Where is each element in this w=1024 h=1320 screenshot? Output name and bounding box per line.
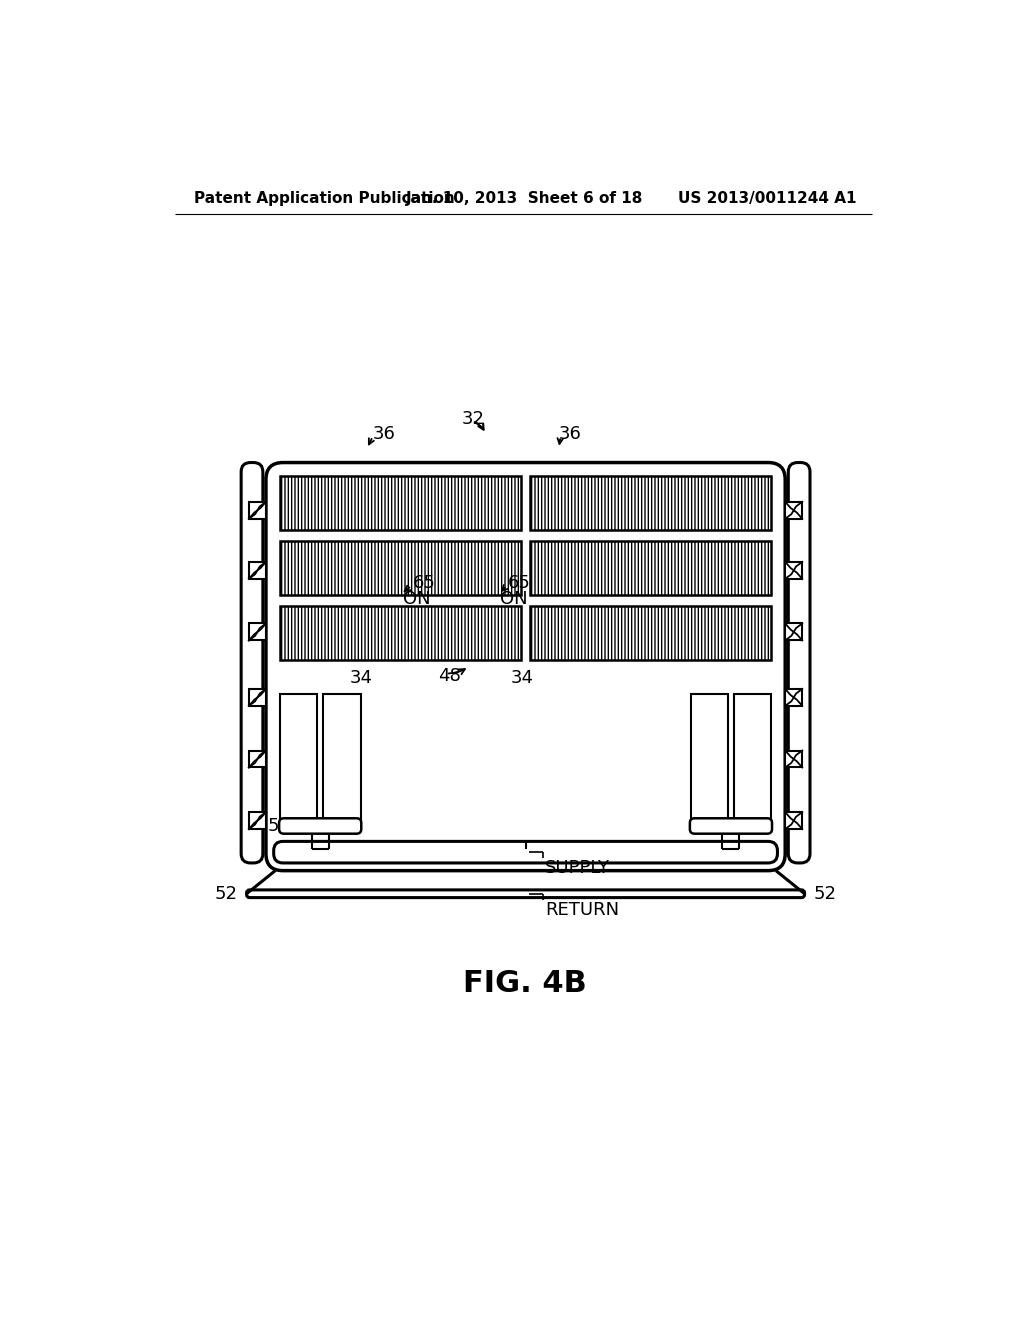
Bar (785, 502, 802, 519)
FancyBboxPatch shape (788, 462, 810, 863)
Bar (785, 751, 802, 767)
FancyBboxPatch shape (273, 841, 777, 863)
Bar (249, 751, 266, 767)
Bar (249, 562, 266, 579)
Text: Jan. 10, 2013  Sheet 6 of 18: Jan. 10, 2013 Sheet 6 of 18 (407, 191, 643, 206)
Bar (324, 693, 360, 821)
Text: RETURN: RETURN (545, 900, 620, 919)
Text: 34: 34 (349, 669, 373, 688)
Bar (785, 812, 802, 829)
FancyBboxPatch shape (247, 890, 805, 898)
Text: 36: 36 (373, 425, 395, 444)
FancyBboxPatch shape (280, 818, 361, 834)
Bar (280, 477, 521, 531)
Text: 48: 48 (438, 667, 461, 685)
Bar (690, 693, 728, 821)
Text: 34: 34 (511, 669, 534, 688)
Text: ON: ON (500, 590, 527, 607)
Text: 65: 65 (508, 574, 530, 593)
Bar (280, 541, 521, 595)
Text: US 2013/0011244 A1: US 2013/0011244 A1 (678, 191, 856, 206)
Bar (280, 606, 521, 660)
FancyBboxPatch shape (241, 462, 263, 863)
Bar (785, 562, 802, 579)
Bar (530, 541, 771, 595)
Text: Patent Application Publication: Patent Application Publication (194, 191, 455, 206)
Text: 52: 52 (814, 884, 837, 903)
Text: 52: 52 (214, 884, 238, 903)
Text: SUPPLY: SUPPLY (545, 859, 610, 876)
Bar (530, 606, 771, 660)
Text: 65: 65 (413, 574, 435, 593)
Text: 50: 50 (751, 817, 773, 836)
Text: 32: 32 (461, 409, 484, 428)
FancyBboxPatch shape (690, 818, 772, 834)
Bar (249, 689, 266, 706)
Text: FIG. 4B: FIG. 4B (463, 969, 587, 998)
Bar (249, 812, 266, 829)
Bar (249, 623, 266, 640)
Text: ON: ON (403, 590, 431, 607)
Bar (785, 689, 802, 706)
Text: 36: 36 (559, 425, 582, 444)
FancyBboxPatch shape (266, 462, 785, 871)
Text: 50: 50 (267, 817, 291, 836)
Bar (280, 693, 317, 821)
Bar (734, 693, 771, 821)
Bar (249, 502, 266, 519)
Bar (530, 477, 771, 531)
Bar (785, 623, 802, 640)
